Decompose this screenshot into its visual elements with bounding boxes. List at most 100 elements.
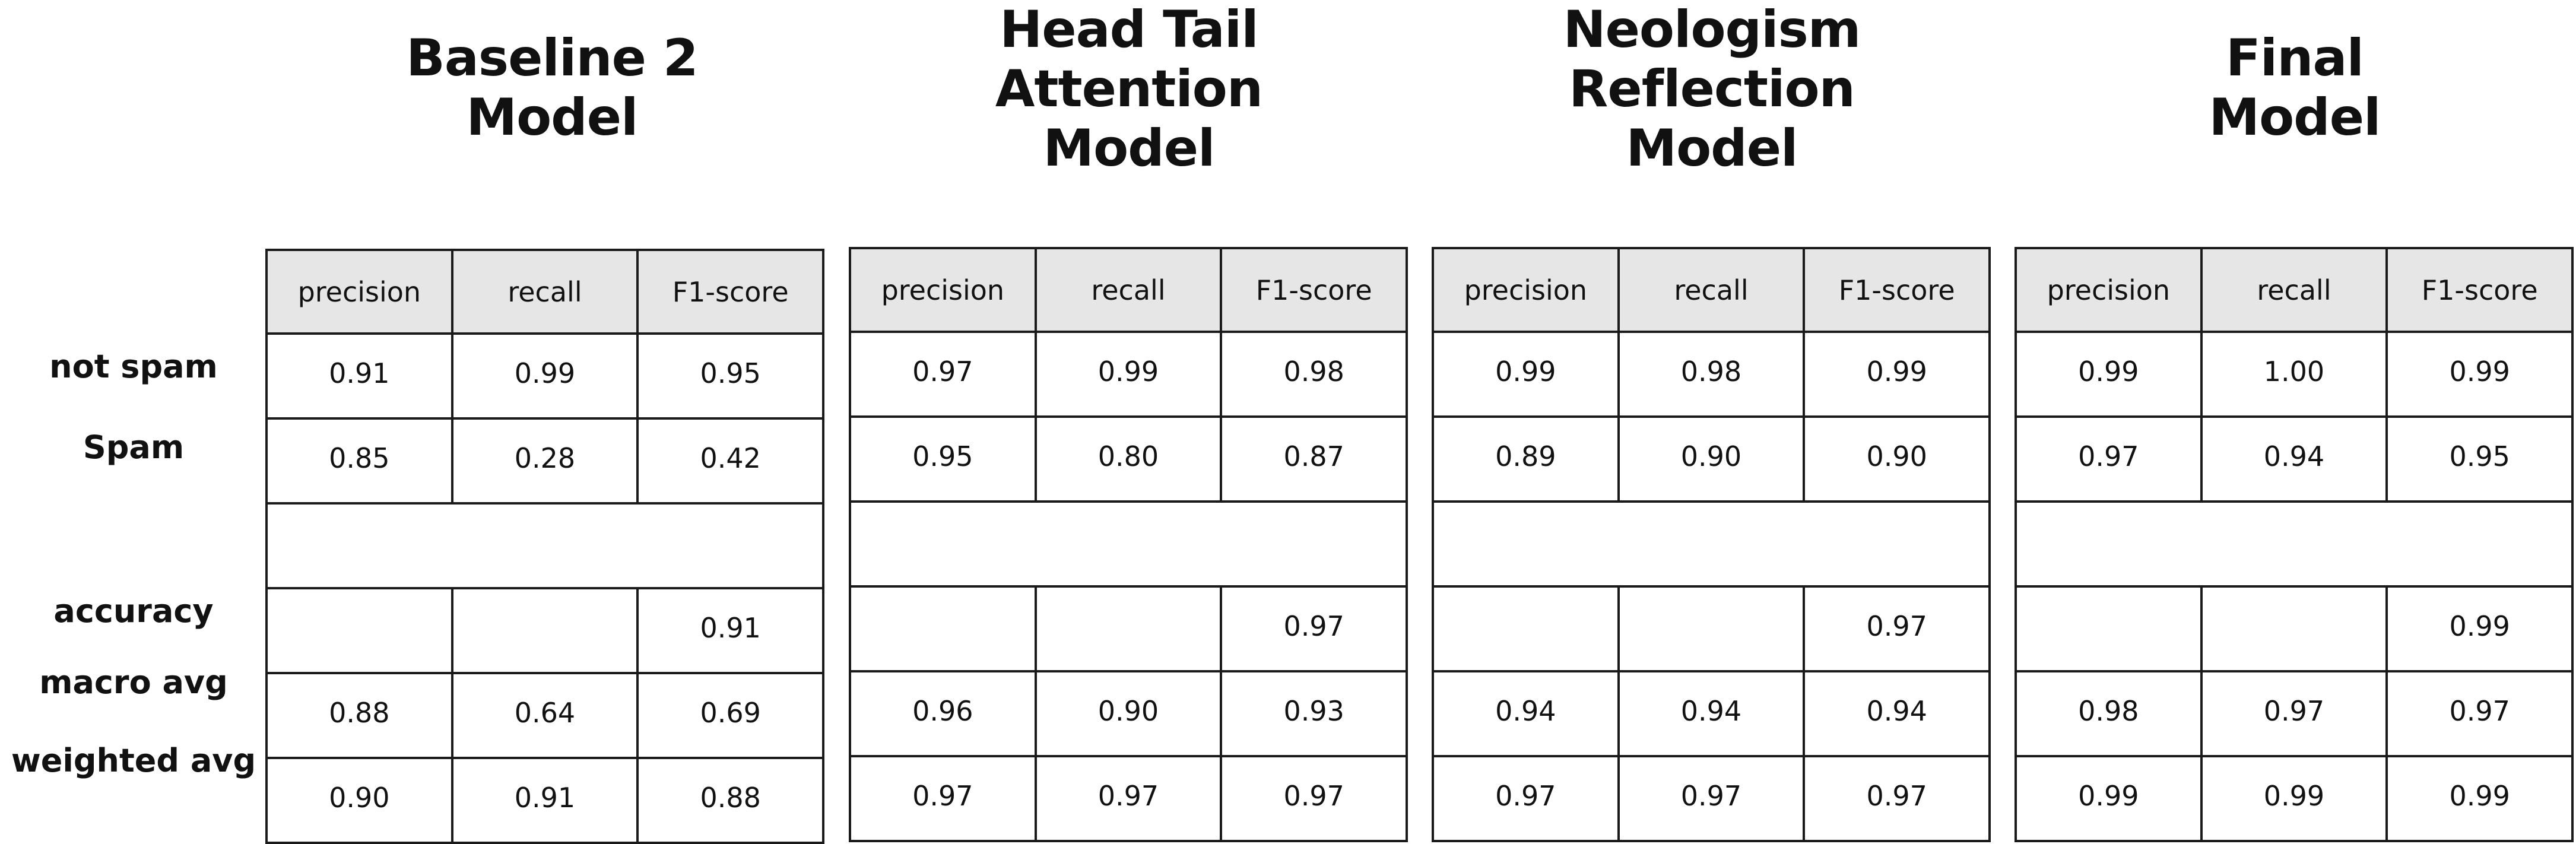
column-header-precision: precision — [2015, 247, 2203, 333]
table-header-row: precision recall F1-score — [2015, 247, 2574, 333]
table-row-not-spam: 0.99 0.98 0.99 — [1432, 331, 1991, 418]
cell-recall: 0.98 — [1617, 331, 1806, 418]
cell-f1-score: 0.97 — [1803, 585, 1991, 672]
cell-f1-score: 0.95 — [636, 332, 824, 420]
cell-recall: 0.94 — [1617, 670, 1806, 757]
cell-precision: 0.95 — [849, 415, 1037, 503]
cell-recall: 0.99 — [451, 332, 639, 420]
table-row-spacer — [1432, 500, 1991, 588]
table-row-spacer — [2015, 500, 2574, 588]
cell-f1-score: 0.69 — [636, 672, 824, 759]
cell-precision: 0.90 — [265, 757, 453, 844]
metrics-table-neologism-reflection: precision recall F1-score 0.99 0.98 0.99… — [1432, 247, 1991, 842]
cell-precision: 0.99 — [2015, 755, 2203, 842]
cell-precision: 0.94 — [1432, 670, 1620, 757]
table-row-weighted-avg: 0.90 0.91 0.88 — [265, 757, 824, 844]
cell-f1-score: 0.94 — [1803, 670, 1991, 757]
cell-recall: 1.00 — [2200, 331, 2388, 418]
cell-recall — [1034, 585, 1223, 672]
cell-recall: 0.97 — [1034, 755, 1223, 842]
column-header-precision: precision — [1432, 247, 1620, 333]
cell-precision — [849, 585, 1037, 672]
spacer-cell — [2015, 500, 2574, 588]
table-row-macro-avg: 0.98 0.97 0.97 — [2015, 670, 2574, 757]
column-header-f1-score: F1-score — [2385, 247, 2574, 333]
cell-f1-score: 0.91 — [636, 587, 824, 674]
cell-recall: 0.64 — [451, 672, 639, 759]
table-row-not-spam: 0.97 0.99 0.98 — [849, 331, 1408, 418]
cell-f1-score: 0.97 — [1220, 585, 1408, 672]
cell-precision: 0.98 — [2015, 670, 2203, 757]
cell-precision: 0.99 — [2015, 331, 2203, 418]
cell-f1-score: 0.99 — [2385, 755, 2574, 842]
cell-recall — [451, 587, 639, 674]
cell-precision: 0.91 — [265, 332, 453, 420]
cell-precision: 0.89 — [1432, 415, 1620, 503]
spacer-cell — [849, 500, 1408, 588]
cell-precision: 0.97 — [849, 331, 1037, 418]
metrics-table-head-tail-attention: precision recall F1-score 0.97 0.99 0.98… — [849, 247, 1408, 842]
cell-precision: 0.97 — [2015, 415, 2203, 503]
table-row-accuracy: 0.97 — [849, 585, 1408, 672]
cell-f1-score: 0.99 — [1803, 331, 1991, 418]
column-header-recall: recall — [1617, 247, 1806, 333]
table-row-accuracy: 0.91 — [265, 587, 824, 674]
table-row-not-spam: 0.99 1.00 0.99 — [2015, 331, 2574, 418]
table-row-accuracy: 0.99 — [2015, 585, 2574, 672]
cell-precision — [265, 587, 453, 674]
row-label-spam: Spam — [83, 429, 185, 466]
row-label-weighted-avg: weighted avg — [11, 742, 256, 779]
model-title-neologism-reflection: Neologism Reflection Model — [1563, 0, 1861, 178]
column-header-f1-score: F1-score — [1803, 247, 1991, 333]
table-row-weighted-avg: 0.97 0.97 0.97 — [1432, 755, 1991, 842]
cell-recall: 0.90 — [1034, 670, 1223, 757]
table-row-not-spam: 0.91 0.99 0.95 — [265, 332, 824, 420]
table-row-spam: 0.95 0.80 0.87 — [849, 415, 1408, 503]
spacer-cell — [1432, 500, 1991, 588]
cell-f1-score: 0.42 — [636, 417, 824, 505]
row-label-not-spam: not spam — [49, 348, 218, 385]
table-row-spacer — [849, 500, 1408, 588]
cell-precision: 0.88 — [265, 672, 453, 759]
cell-f1-score: 0.97 — [1220, 755, 1408, 842]
spacer-cell — [265, 502, 824, 589]
cell-f1-score: 0.97 — [1803, 755, 1991, 842]
column-header-recall: recall — [2200, 247, 2388, 333]
cell-f1-score: 0.93 — [1220, 670, 1408, 757]
cell-recall: 0.80 — [1034, 415, 1223, 503]
cell-precision — [2015, 585, 2203, 672]
cell-f1-score: 0.88 — [636, 757, 824, 844]
cell-precision — [1432, 585, 1620, 672]
cell-recall: 0.90 — [1617, 415, 1806, 503]
cell-recall: 0.94 — [2200, 415, 2388, 503]
table-row-accuracy: 0.97 — [1432, 585, 1991, 672]
table-row-spam: 0.97 0.94 0.95 — [2015, 415, 2574, 503]
cell-recall — [1617, 585, 1806, 672]
model-title-head-tail-attention: Head Tail Attention Model — [995, 0, 1263, 178]
row-label-macro-avg: macro avg — [39, 664, 228, 701]
cell-recall — [2200, 585, 2388, 672]
model-title-final: Final Model — [2209, 28, 2381, 147]
model-title-baseline-2: Baseline 2 Model — [406, 28, 698, 147]
column-header-precision: precision — [849, 247, 1037, 333]
table-row-spam: 0.85 0.28 0.42 — [265, 417, 824, 505]
cell-precision: 0.97 — [849, 755, 1037, 842]
cell-f1-score: 0.90 — [1803, 415, 1991, 503]
table-row-spacer — [265, 502, 824, 589]
row-label-accuracy: accuracy — [53, 592, 214, 630]
table-row-weighted-avg: 0.99 0.99 0.99 — [2015, 755, 2574, 842]
cell-f1-score: 0.99 — [2385, 331, 2574, 418]
column-header-f1-score: F1-score — [636, 249, 824, 335]
column-header-f1-score: F1-score — [1220, 247, 1408, 333]
column-header-recall: recall — [451, 249, 639, 335]
cell-f1-score: 0.97 — [2385, 670, 2574, 757]
cell-precision: 0.85 — [265, 417, 453, 505]
table-row-macro-avg: 0.96 0.90 0.93 — [849, 670, 1408, 757]
table-row-spam: 0.89 0.90 0.90 — [1432, 415, 1991, 503]
cell-recall: 0.91 — [451, 757, 639, 844]
table-header-row: precision recall F1-score — [849, 247, 1408, 333]
cell-recall: 0.97 — [2200, 670, 2388, 757]
table-row-macro-avg: 0.94 0.94 0.94 — [1432, 670, 1991, 757]
metrics-table-final: precision recall F1-score 0.99 1.00 0.99… — [2015, 247, 2574, 842]
cell-recall: 0.28 — [451, 417, 639, 505]
